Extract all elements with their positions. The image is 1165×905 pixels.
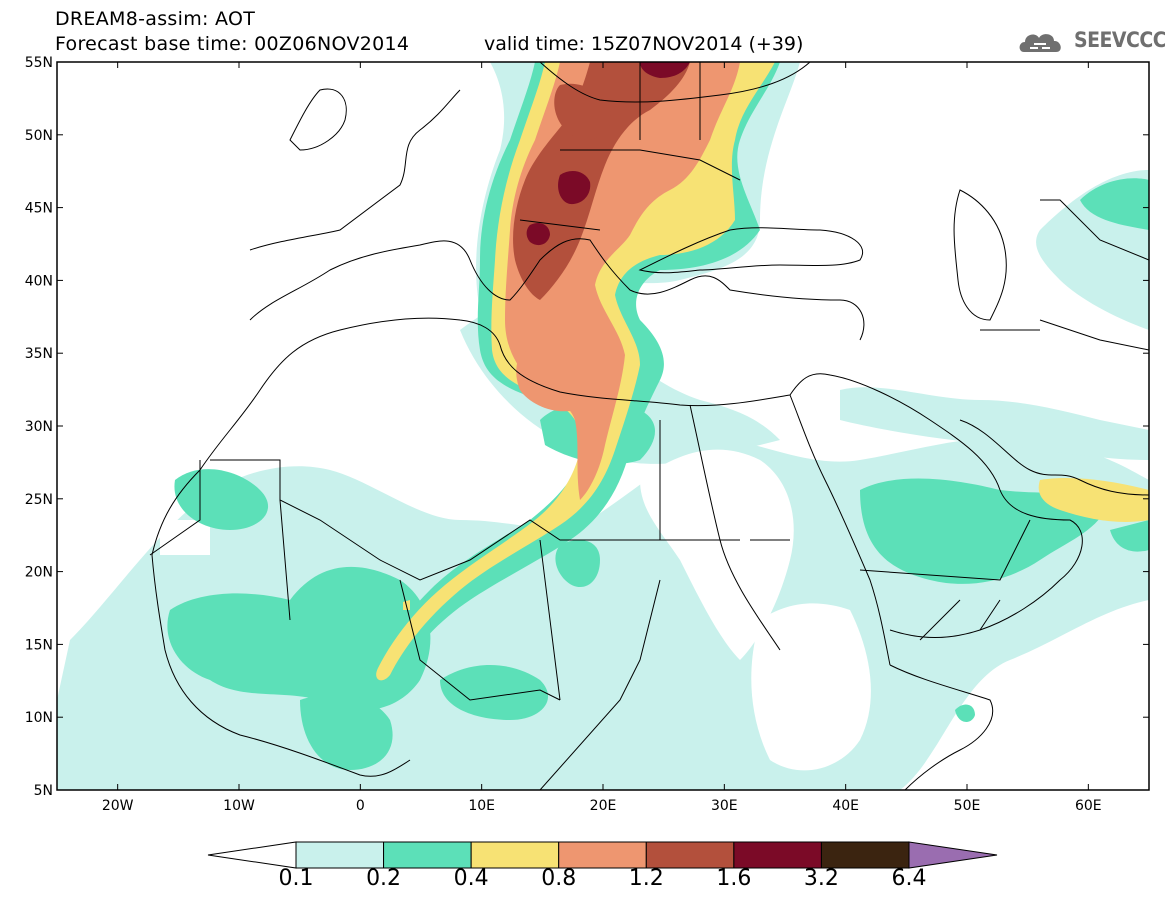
title-base-time: Forecast base time: 00Z06NOV2014 (55, 33, 410, 55)
lat-tick-label: 35N (25, 346, 53, 362)
cloud-logo-icon (1019, 34, 1061, 52)
title-valid-time: valid time: 15Z07NOV2014 (+39) (484, 33, 804, 55)
colorbar-label: 0.4 (453, 866, 489, 891)
lon-tick-label: 10W (223, 798, 255, 814)
latitude-axis: 55N 50N 45N 40N 35N 30N 25N 20N 15N 10N 5N (25, 55, 1149, 799)
colorbar-label: 6.4 (891, 866, 927, 891)
lat-tick-label: 55N (25, 55, 53, 71)
coastlines (149, 62, 1149, 790)
lat-tick-label: 10N (25, 710, 53, 726)
colorbar-label: 3.2 (803, 866, 839, 891)
colorbar-label: 0.1 (278, 866, 314, 891)
longitude-axis: 20W 10W 0 10E 20E 30E 40E 50E 60E (102, 62, 1102, 814)
lon-tick-label: 60E (1075, 798, 1102, 814)
lon-tick-label: 10E (468, 798, 495, 814)
colorbar-label: 1.6 (716, 866, 752, 891)
lat-tick-label: 25N (25, 492, 53, 508)
lon-tick-label: 40E (832, 798, 859, 814)
lat-tick-label: 50N (25, 128, 53, 144)
colorbar-label: 0.8 (541, 866, 577, 891)
lon-tick-label: 30E (711, 798, 738, 814)
lat-tick-label: 5N (34, 783, 53, 799)
lat-tick-label: 30N (25, 419, 53, 435)
lon-tick-label: 20E (590, 798, 617, 814)
lon-tick-label: 20W (102, 798, 134, 814)
lat-tick-label: 20N (25, 565, 53, 581)
lat-tick-label: 45N (25, 201, 53, 217)
lon-tick-label: 50E (954, 798, 981, 814)
lon-tick-label: 0 (356, 798, 365, 814)
aot-shading (57, 62, 1149, 790)
colorbar-label: 1.2 (628, 866, 664, 891)
lat-tick-label: 15N (25, 637, 53, 653)
logo-text: SEEVCCC (1074, 28, 1165, 52)
colorbar-label: 0.2 (366, 866, 402, 891)
title-product: DREAM8-assim: AOT (55, 8, 256, 30)
lat-tick-label: 40N (25, 273, 53, 289)
